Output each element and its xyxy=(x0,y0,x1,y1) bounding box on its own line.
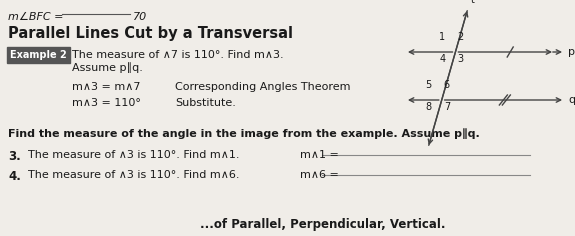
Text: m∠BFC =: m∠BFC = xyxy=(8,12,67,22)
Text: 6: 6 xyxy=(444,80,450,90)
Text: The measure of ∧3 is 110°. Find m∧1.: The measure of ∧3 is 110°. Find m∧1. xyxy=(28,150,240,160)
Text: Substitute.: Substitute. xyxy=(175,98,236,108)
Text: m∧3 = 110°: m∧3 = 110° xyxy=(72,98,141,108)
Text: 4: 4 xyxy=(439,54,446,64)
Text: 3: 3 xyxy=(458,54,463,64)
Text: 3.: 3. xyxy=(8,150,21,163)
Text: Find the measure of the angle in the image from the example. Assume p∥q.: Find the measure of the angle in the ima… xyxy=(8,128,480,139)
Text: The measure of ∧3 is 110°. Find m∧6.: The measure of ∧3 is 110°. Find m∧6. xyxy=(28,170,240,180)
Text: The measure of ∧7 is 110°. Find m∧3.: The measure of ∧7 is 110°. Find m∧3. xyxy=(72,50,283,60)
Text: m∧1 =: m∧1 = xyxy=(300,150,342,160)
Text: 7: 7 xyxy=(444,102,450,112)
Text: t: t xyxy=(471,0,475,5)
Text: 2: 2 xyxy=(458,32,463,42)
Text: 4.: 4. xyxy=(8,170,21,183)
Text: 1: 1 xyxy=(439,32,446,42)
Text: Parallel Lines Cut by a Transversal: Parallel Lines Cut by a Transversal xyxy=(8,26,293,41)
Text: 5: 5 xyxy=(426,80,432,90)
Text: Assume p∥q.: Assume p∥q. xyxy=(72,62,143,73)
Text: m∧3 = m∧7: m∧3 = m∧7 xyxy=(72,82,140,92)
Text: m∧6 =: m∧6 = xyxy=(300,170,342,180)
Text: 70: 70 xyxy=(133,12,147,22)
Text: q: q xyxy=(568,95,575,105)
Text: p: p xyxy=(568,47,575,57)
Text: 8: 8 xyxy=(426,102,432,112)
Text: Corresponding Angles Theorem: Corresponding Angles Theorem xyxy=(175,82,351,92)
Text: ...of Parallel, Perpendicular, Vertical.: ...of Parallel, Perpendicular, Vertical. xyxy=(200,218,446,231)
Text: Example 2: Example 2 xyxy=(10,50,67,60)
